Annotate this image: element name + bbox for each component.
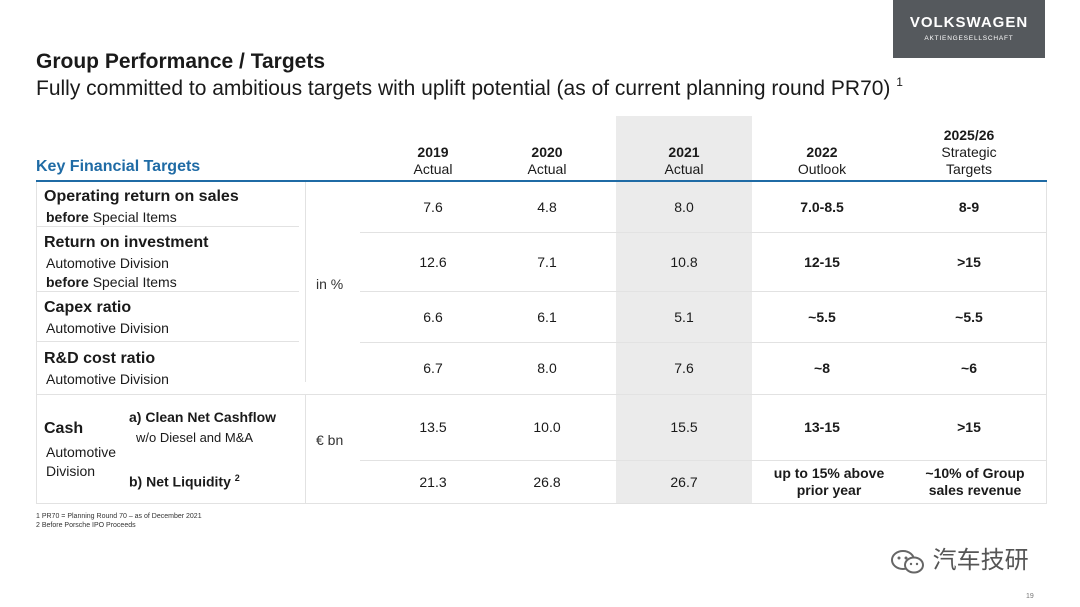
sub-text: Special Items [92, 209, 177, 225]
row-divider-cash [36, 394, 1047, 395]
cell-value: >15 [957, 254, 981, 270]
row-divider [360, 232, 1047, 233]
col-label: Actual [413, 161, 453, 177]
row-label-ros: Operating return on sales [44, 188, 239, 205]
cell-value: 12-15 [804, 254, 840, 270]
sub-bold: before [46, 274, 89, 290]
col-label: Actual [664, 161, 704, 177]
row-sub-ros: before Special Items [46, 209, 177, 225]
col-year: 2020 [531, 144, 563, 160]
logo-brand: VOLKSWAGEN [909, 14, 1029, 31]
col-header-2022: 2022 Outlook [762, 144, 882, 178]
cell-value: ~5.5 [955, 309, 983, 325]
logo-sub: AKTIENGESELLSCHAFT [924, 35, 1014, 42]
cash-label: Cash [44, 420, 84, 437]
cell-value: 6.1 [537, 309, 557, 325]
cell-value: 5.1 [674, 309, 694, 325]
col-label: Strategic Targets [941, 144, 997, 177]
header-rule [36, 180, 1047, 182]
watermark-text: 汽车技研 [932, 547, 1029, 574]
unit-percent: in % [316, 276, 344, 292]
subtitle-text: Fully committed to ambitious targets wit… [36, 77, 891, 100]
row-divider [360, 342, 1047, 343]
cell-value: 21.3 [419, 474, 447, 490]
cell-value: 4.8 [537, 199, 557, 215]
cash-a-sub: w/o Diesel and M&A [136, 430, 254, 445]
row-divider-label [36, 226, 299, 227]
col-year: 2025/26 [943, 127, 995, 143]
cell-value: 7.6 [674, 360, 694, 376]
row-sub-roi: Automotive Division [46, 255, 169, 271]
cell-value: 8.0 [674, 199, 694, 215]
col-year: 2022 [806, 144, 838, 160]
cell-value: 10.8 [670, 254, 698, 270]
row-divider-label [36, 291, 299, 292]
cash-b-footnote-ref: 2 [234, 473, 240, 483]
unit-bn: € bn [316, 432, 344, 448]
sub-text: Special Items [92, 274, 177, 290]
row-label-roi: Return on investment [44, 234, 209, 251]
col-header-2025-26: 2025/26 Strategic Targets [909, 127, 1029, 178]
cell-value: 7.1 [537, 254, 557, 270]
cell-value: 26.7 [670, 474, 698, 490]
wechat-icon [891, 549, 924, 574]
cash-b-label: b) Net Liquidity 2 [129, 473, 240, 490]
cell-value: 6.6 [423, 309, 443, 325]
cell-value: 6.7 [423, 360, 443, 376]
row-divider-label [36, 341, 299, 342]
footnote-2: 2 Before Porsche IPO Proceeds [36, 522, 136, 529]
cell-value: ~5.5 [808, 309, 836, 325]
table-left-border [36, 182, 37, 503]
col-year: 2021 [668, 144, 700, 160]
sub-bold: before [46, 209, 89, 225]
col-header-2021: 2021 Actual [624, 144, 744, 178]
cell-value: 8.0 [537, 360, 557, 376]
col-year: 2019 [417, 144, 449, 160]
cell-value: 13-15 [804, 419, 840, 435]
cell-value: 13.5 [419, 419, 447, 435]
cash-a-label: a) Clean Net Cashflow [129, 409, 277, 425]
row-label-rd: R&D cost ratio [44, 350, 156, 367]
row-divider [360, 460, 1047, 461]
row-sub-rd: Automotive Division [46, 371, 169, 387]
table-title: Key Financial Targets [36, 158, 201, 175]
row-sub-capex: Automotive Division [46, 320, 169, 336]
page-subtitle: Fully committed to ambitious targets wit… [36, 75, 903, 101]
page-number: 19 [1026, 593, 1034, 600]
cell-value: 7.0-8.5 [800, 199, 844, 215]
col-header-2019: 2019 Actual [373, 144, 493, 178]
cell-value: ~10% of Group sales revenue [925, 465, 1025, 498]
cell-value: ~6 [961, 360, 977, 376]
label-divider-lower [305, 395, 306, 503]
cash-sub: Automotive Division [46, 444, 117, 479]
cell-value: 12.6 [419, 254, 447, 270]
col-label: Actual [527, 161, 567, 177]
cell-value: up to 15% above prior year [773, 465, 885, 498]
cell-value: 15.5 [670, 419, 698, 435]
footnote-1: 1 PR70 = Planning Round 70 – as of Decem… [36, 513, 202, 520]
table-bottom-rule [36, 503, 1047, 504]
page-title: Group Performance / Targets [36, 50, 326, 73]
col-label: Outlook [797, 161, 847, 177]
row-divider [360, 291, 1047, 292]
cell-value: 7.6 [423, 199, 443, 215]
col-header-2020: 2020 Actual [487, 144, 607, 178]
subtitle-footnote-ref: 1 [896, 75, 903, 89]
cell-value: 26.8 [533, 474, 561, 490]
cell-value: 8-9 [958, 199, 980, 215]
label-divider-upper [305, 182, 306, 382]
cell-value: >15 [957, 419, 981, 435]
row-sub2-roi: before Special Items [46, 274, 177, 290]
row-label-capex: Capex ratio [44, 299, 132, 316]
vw-logo: VOLKSWAGEN AKTIENGESELLSCHAFT [893, 0, 1045, 58]
watermark: 汽车技研 [890, 540, 1029, 575]
cell-value: 10.0 [533, 419, 561, 435]
cash-b-text: b) Net Liquidity [129, 473, 231, 490]
cell-value: ~8 [814, 360, 830, 376]
